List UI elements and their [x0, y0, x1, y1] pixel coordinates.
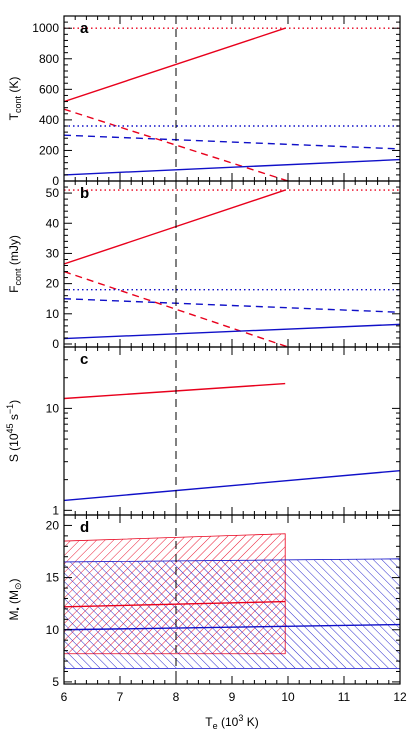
- x-tick-label: 6: [61, 690, 68, 704]
- plot-area: [64, 382, 400, 502]
- x-tick-label: 11: [338, 690, 351, 704]
- series-line-0: [64, 600, 286, 608]
- series-line-3: [64, 158, 400, 176]
- plot-area: [64, 27, 400, 181]
- y-label-sub: cont: [13, 268, 23, 286]
- panel-frame: [63, 346, 401, 516]
- x-tick-label: 12: [393, 690, 407, 704]
- y-tick-label: 20: [46, 518, 60, 532]
- y-tick-label: 0: [52, 337, 59, 351]
- y-tick-label: 800: [39, 52, 59, 66]
- panel-label: c: [80, 351, 88, 368]
- series-line-4: [64, 134, 400, 150]
- panel-a: 0 200 400 600 800 1000 a Tcont (K): [7, 15, 401, 188]
- y-tick-label: 200: [39, 143, 59, 157]
- x-tick-label: 10: [281, 690, 295, 704]
- y-tick-label: 10: [46, 623, 60, 637]
- y-tick-label: 10: [46, 401, 60, 415]
- y-tick-label: 1000: [32, 21, 59, 35]
- panel-label: a: [80, 20, 89, 37]
- series-line-1: [64, 469, 400, 502]
- y-label-unit: (K): [7, 77, 21, 96]
- y-label-main: S (10: [7, 433, 21, 462]
- series-line-0: [64, 382, 286, 400]
- y-label-unit: s: [7, 414, 21, 423]
- y-tick-label: 50: [46, 186, 60, 200]
- series-line-4: [64, 298, 400, 313]
- panels: 0 200 400 600 800 1000 a Tcont (K) 0 10 20 30 40 50 b F…: [5, 15, 401, 689]
- y-label-sub: ⊙: [13, 582, 23, 590]
- y-label-sup: −1: [5, 404, 15, 414]
- y-label-main: T: [7, 112, 21, 120]
- y-label-sup: 45: [5, 423, 15, 433]
- y-label-sub: •: [13, 607, 23, 610]
- x-tick-label: 7: [117, 690, 124, 704]
- y-tick-label: 30: [46, 246, 60, 260]
- y-axis-label: S (1045 s−1): [5, 400, 21, 462]
- series-line-1: [64, 270, 289, 347]
- y-label-unit: (mJy): [7, 235, 21, 268]
- panel-label: d: [80, 519, 89, 536]
- series-line-0: [64, 27, 286, 103]
- panel-b: 0 10 20 30 40 50 b Fcont (mJy): [7, 180, 401, 351]
- y-tick-label: 40: [46, 216, 60, 230]
- series-line-3: [64, 323, 400, 340]
- panel-frame: [63, 15, 401, 182]
- series-line-1: [64, 623, 400, 631]
- panel-frame: [63, 180, 401, 348]
- y-label-main: M: [7, 611, 21, 621]
- x-tick-label: 9: [229, 690, 236, 704]
- y-axis-label: Fcont (mJy): [7, 235, 23, 293]
- y-tick-label: 400: [39, 113, 59, 127]
- panel-d: 5 10 15 20 d M• (M⊙): [7, 514, 401, 689]
- plot-area: [64, 533, 400, 669]
- x-tick-label: 8: [173, 690, 180, 704]
- x-axis-tick-labels: 6 7 8 9 10 11 12: [61, 690, 407, 704]
- y-tick-label: 20: [46, 277, 60, 291]
- y-tick-label: 0: [52, 174, 59, 188]
- band-blue: [64, 558, 400, 669]
- y-tick-label: 10: [46, 307, 60, 321]
- series-line-0: [64, 189, 286, 265]
- x-axis-label: Te (103 K): [205, 713, 258, 731]
- y-tick-label: 600: [39, 82, 59, 96]
- series-line-1: [64, 108, 289, 181]
- y-tick-label: 5: [52, 675, 59, 689]
- y-label-unit: (M: [7, 590, 21, 607]
- y-label-sub: cont: [13, 95, 23, 113]
- y-axis-label: M• (M⊙): [7, 578, 23, 620]
- y-label-close: ): [7, 578, 21, 582]
- plot-area: [64, 189, 400, 347]
- y-label-close: ): [7, 400, 21, 404]
- y-axis-label: Tcont (K): [7, 77, 23, 121]
- panel-c: 1 10 c S (1045 s−1): [5, 346, 401, 517]
- y-label-main: F: [7, 286, 21, 293]
- y-tick-label: 1: [52, 503, 59, 517]
- y-tick-label: 15: [46, 571, 60, 585]
- panel-label: b: [80, 185, 89, 202]
